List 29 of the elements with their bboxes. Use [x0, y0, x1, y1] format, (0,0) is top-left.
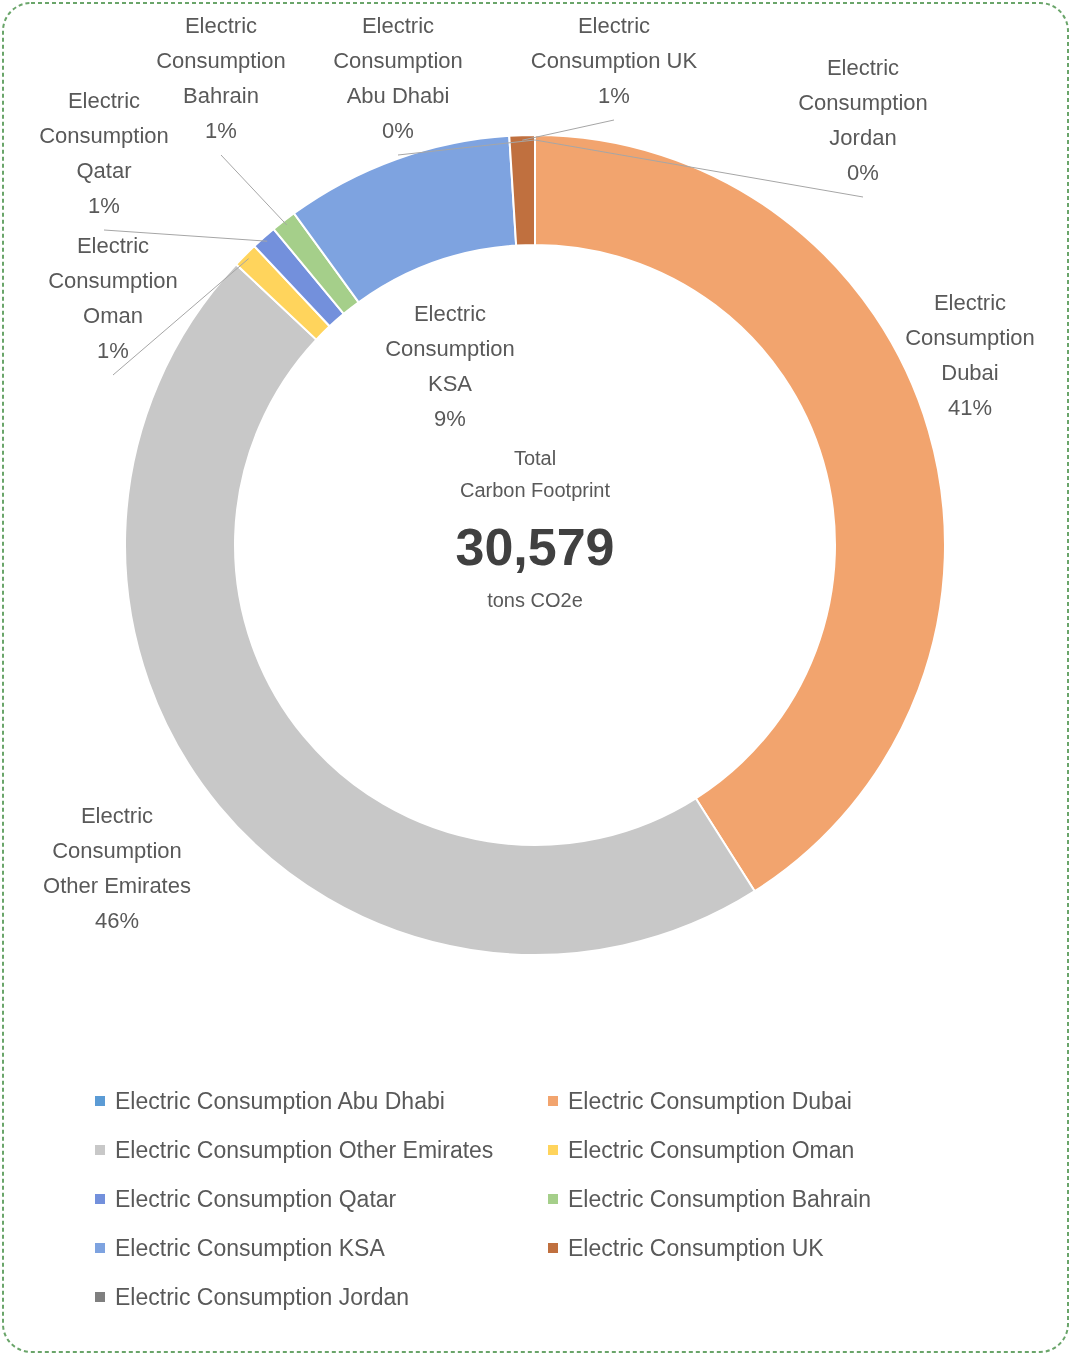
- slice-label: Electric Consumption Dubai: [905, 290, 1035, 385]
- category-label: Electric Consumption Abu Dhabi: [333, 13, 463, 108]
- text: tons CO2e: [487, 589, 583, 611]
- text: 30,579: [455, 518, 615, 576]
- data-label: 9%: [434, 406, 466, 431]
- legend-label: Electric Consumption Other Emirates: [115, 1137, 494, 1163]
- legend-label: Electric Consumption Qatar: [115, 1186, 397, 1212]
- data-label: 1%: [88, 193, 120, 218]
- text: 0%: [847, 160, 879, 185]
- legend-label: Electric Consumption KSA: [115, 1235, 386, 1261]
- slice-label: Electric Consumption Other Emirates: [43, 803, 191, 898]
- legend-label: Electric Consumption Bahrain: [568, 1186, 871, 1212]
- text: Carbon Footprint: [459, 479, 611, 501]
- slice-label: Electric Consumption UK: [530, 13, 698, 73]
- data-label: 1%: [205, 118, 237, 143]
- data-label: 46%: [94, 908, 140, 933]
- legend-label: Electric Consumption UK: [568, 1235, 825, 1261]
- data-label: 1%: [97, 338, 129, 363]
- legend-label: Electric Consumption Abu Dhabi: [115, 1088, 445, 1114]
- text: 0%: [382, 118, 414, 143]
- legend-label: Electric Consumption Dubai: [568, 1088, 852, 1114]
- data-label: 1%: [598, 83, 630, 108]
- text: Total: [513, 447, 557, 469]
- slice-label: Electric Consumption Oman: [48, 233, 178, 328]
- slice-label: Electric Consumption KSA: [385, 301, 515, 396]
- category-label: Electric Consumption Jordan: [798, 55, 928, 150]
- data-label: 41%: [947, 395, 993, 420]
- legend-label: Electric Consumption Jordan: [115, 1284, 410, 1310]
- legend-label: Electric Consumption Oman: [568, 1137, 855, 1163]
